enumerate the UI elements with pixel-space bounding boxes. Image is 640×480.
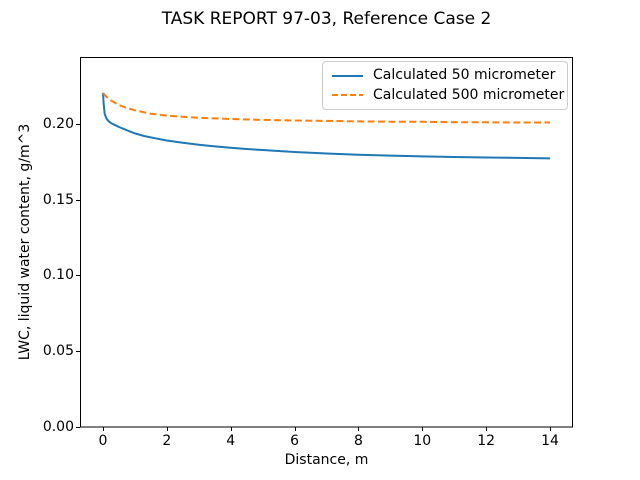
y-tick-label: 0.20 [42,115,74,132]
series-line-1 [102,92,550,124]
x-tick-label: 14 [541,433,559,449]
legend-line-solid [332,74,363,77]
x-tick-label: 0 [98,433,108,449]
y-axis-label-text: LWC, liquid water content, g/m^3 [17,123,33,361]
x-tick-label: 12 [477,433,496,449]
series-line-0 [102,92,551,160]
legend-item-500-micrometer: Calculated 500 micrometer [331,86,564,106]
y-tick-label: 0.15 [42,191,74,208]
legend-item-50-micrometer: Calculated 50 micrometer [331,66,559,86]
y-tick-label: 0.00 [42,419,74,435]
x-axis-label: Distance, m [284,452,369,468]
series-lines [102,92,551,160]
legend-line-dashed [332,94,363,97]
y-tick-label: 0.05 [42,343,74,360]
tick-marks [76,124,551,431]
y-tick-label: 0.10 [42,267,74,284]
x-tick-label: 4 [226,433,236,449]
chart-title: TASK REPORT 97-03, Reference Case 2 [161,9,492,29]
x-tick-label: 8 [353,433,363,449]
x-tick-label: 6 [290,433,300,449]
legend: Calculated 50 micrometer Calculated 500 … [322,61,568,110]
x-tick-label: 10 [413,433,432,449]
legend-label: Calculated 50 micrometer [373,67,556,84]
plot-border [80,57,573,428]
x-tick-label: 2 [162,433,172,449]
legend-label: Calculated 500 micrometer [373,86,565,103]
